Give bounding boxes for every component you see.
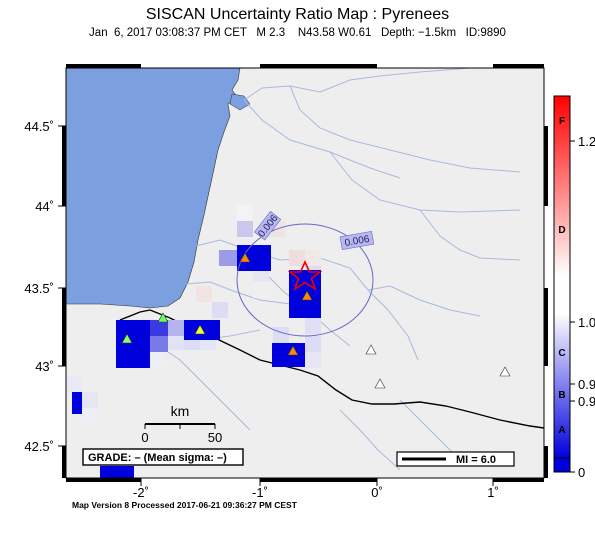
station-triangle [157,312,169,323]
event-info: Jan 6, 2017 03:08:37 PM CET M 2.3 N43.58… [89,27,506,39]
grade-letter: A [558,425,565,436]
colorbar: 1.2 1.0 0.9 0.9 0 F D C B A [553,95,595,480]
station-triangle [287,345,299,356]
y-tick-label: 42.5˚ [24,439,54,454]
station-triangle [499,366,511,377]
x-tick-label: -1˚ [252,485,268,500]
y-tick-label: 43.5˚ [24,281,54,296]
grade-letter: C [558,348,565,359]
mi-box: MI = 6.0 [396,451,515,467]
station-triangle [374,378,386,389]
y-tick-label: 44.5˚ [24,119,54,134]
station-triangle [239,252,251,263]
colorbar-label: 1.2 [578,134,595,149]
rivers [149,68,521,471]
scale-bar: km 0 50 [141,403,222,445]
contour-label: 0.006 [339,230,375,251]
colorbar-label: 0.9 [578,394,595,409]
station-triangle [121,333,133,344]
scale-unit: km [171,403,190,419]
y-tick-label: 43˚ [35,359,54,374]
colorbar-label: 0.9 [578,377,595,392]
sea-area [66,68,241,309]
x-tick-label: 1˚ [487,485,499,500]
scale-tick-0: 0 [141,430,148,445]
border-line-west [119,309,151,321]
map-footer: Map Version 8 Processed 2017-06-21 09:36… [72,500,297,510]
colorbar-label: 1.0 [578,315,595,330]
y-tick-label: 44˚ [35,199,54,214]
station-triangle [194,324,206,335]
grade-box: GRADE: – (Mean sigma: –) [82,448,244,466]
station-triangle [301,290,313,301]
grade-letter: B [558,390,565,401]
grade-letter: D [558,225,565,236]
uncertainty-contour [236,223,374,337]
mi-text: MI = 6.0 [456,454,496,466]
map-frame [58,64,548,486]
stations [121,252,511,389]
colorbar-label: 0 [578,465,585,480]
lagoon [229,93,251,111]
x-tick-label: -2˚ [133,485,149,500]
scale-tick-50: 50 [208,430,222,445]
map-title: SISCAN Uncertainty Ratio Map : Pyrenees [145,6,450,23]
grade-text: GRADE: – (Mean sigma: –) [88,452,227,464]
station-triangle [365,344,377,355]
x-tick-label: 0˚ [371,485,383,500]
uncertainty-grid [66,205,321,478]
epicenter-star [287,260,323,291]
contour-label-text: 0.006 [344,234,371,249]
grade-letter: F [559,116,565,127]
